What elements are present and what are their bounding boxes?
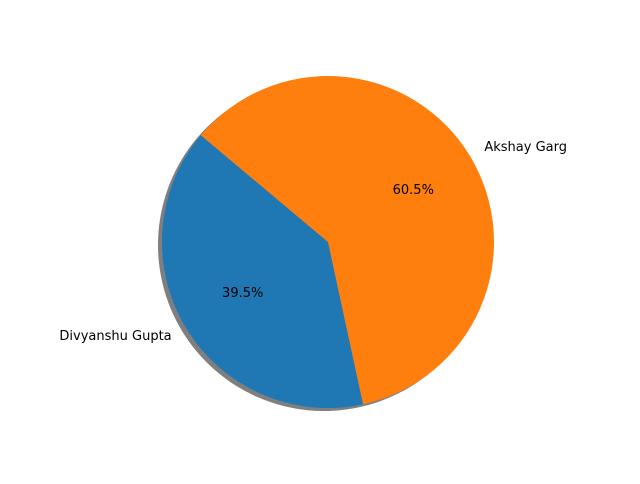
pie-value-label-akshay-garg: 60.5%: [393, 183, 434, 198]
pie-label-divyanshu-gupta: Divyanshu Gupta: [59, 329, 171, 344]
pie-slice-akshay-garg: [200, 75, 495, 405]
pie-slice-divyanshu-gupta: [162, 135, 364, 409]
pie-value-label-divyanshu-gupta: 39.5%: [222, 286, 263, 301]
pie-slices: [162, 75, 495, 409]
pie-labels: Divyanshu Gupta 39.5% Akshay Garg 60.5%: [59, 140, 567, 344]
pie-label-akshay-garg: Akshay Garg: [484, 140, 567, 155]
